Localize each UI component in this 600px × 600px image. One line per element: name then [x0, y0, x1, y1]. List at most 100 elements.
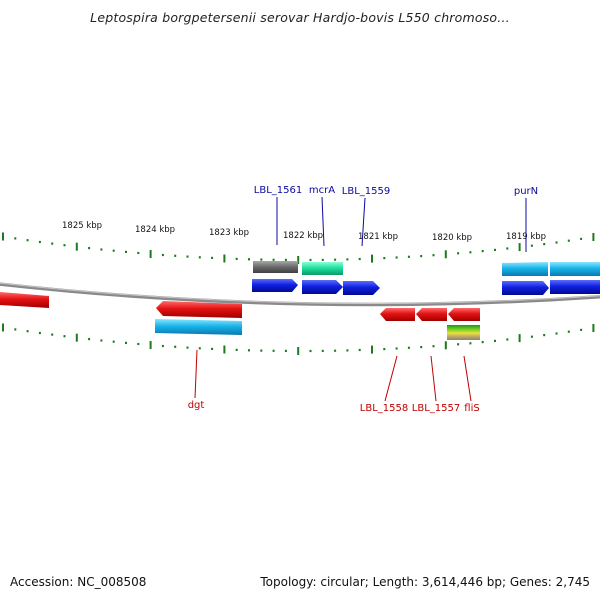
topology-text: Topology: circular; Length: 3,614,446 bp… — [260, 575, 590, 589]
scale-bottom-tick — [530, 335, 533, 338]
gene-feature-red-1557[interactable] — [416, 308, 447, 321]
gene-feature-cyan-upper-right-2[interactable] — [550, 262, 600, 276]
scale-bottom-tick — [346, 349, 349, 352]
scale-bottom-tick — [211, 347, 214, 350]
scale-bottom-tick — [272, 349, 275, 352]
scale-top-tick — [198, 256, 201, 259]
scale-top-tick — [137, 251, 140, 255]
gene-label-mcra[interactable]: mcrA — [309, 185, 335, 196]
scale-top-tick — [112, 249, 115, 252]
scale-top-tick — [14, 237, 17, 240]
gene-label-flis[interactable]: fliS — [464, 403, 479, 414]
scale-top-tick — [100, 248, 103, 251]
scale-top-tick — [297, 256, 300, 264]
scale-top-tick — [75, 242, 78, 251]
scale-top-tick — [567, 239, 570, 242]
scale-top-tick — [248, 258, 250, 261]
scale-bottom-tick — [395, 347, 398, 350]
gene-feature-teal[interactable] — [302, 262, 343, 275]
scale-top-tick — [309, 258, 312, 262]
gene-feature-cyan-dgt[interactable] — [155, 319, 242, 335]
scale-top-tick — [211, 256, 214, 259]
scale-bottom-tick — [334, 349, 337, 352]
scale-top-tick — [555, 241, 558, 244]
gene-feature-red-left[interactable] — [0, 292, 49, 308]
chromosome-backbone — [0, 282, 600, 307]
scale-bottom-tick — [186, 346, 189, 349]
scale-bottom-tick — [518, 334, 521, 343]
scale-bottom-tick — [63, 335, 66, 338]
scale-bottom-tick — [432, 345, 435, 348]
scale-top-tick — [161, 253, 164, 257]
scale-ticks-bottom — [2, 323, 595, 355]
top-gene-labels: LBL_1561 mcrA LBL_1559 purN — [254, 185, 538, 252]
scale-bottom-tick — [494, 339, 496, 342]
gene-feature-blue-1559[interactable] — [343, 281, 380, 295]
lower-gene-features — [0, 292, 480, 340]
scale-bottom-tick — [26, 330, 29, 333]
scale-top-tick — [38, 240, 41, 244]
gene-feature-blue-mcra[interactable] — [302, 280, 343, 294]
gene-feature-striped[interactable] — [447, 325, 480, 340]
upper-gene-features — [252, 261, 600, 295]
scale-bottom-tick — [51, 333, 54, 336]
gene-label-purn[interactable]: purN — [514, 186, 538, 197]
accession-text: Accession: NC_008508 — [10, 575, 147, 589]
scale-bottom-tick — [457, 343, 460, 346]
gene-label-lbl-1561[interactable]: LBL_1561 — [254, 185, 302, 196]
scale-bottom-tick — [371, 345, 373, 354]
scale-bottom-tick — [481, 341, 484, 344]
scale-top-tick — [530, 244, 533, 247]
gene-label-lbl-1559[interactable]: LBL_1559 — [342, 186, 390, 197]
scale-bottom-tick — [580, 328, 583, 331]
scale-top-tick — [125, 250, 127, 253]
gene-feature-cyan-upper-right[interactable] — [502, 262, 548, 276]
scale-top-tick — [592, 233, 595, 241]
scale-bottom-tick — [469, 342, 472, 345]
gene-feature-red-1558[interactable] — [380, 308, 415, 321]
scale-bottom-tick — [420, 346, 423, 349]
gene-label-dgt[interactable]: dgt — [188, 400, 205, 411]
gene-feature-blue-1561[interactable] — [252, 279, 298, 292]
scale-bottom-tick — [38, 331, 41, 335]
scale-top-tick — [272, 258, 275, 261]
scale-bottom-tick — [2, 323, 4, 332]
scale-top-tick — [469, 251, 472, 254]
scale-bottom-tick — [112, 340, 115, 343]
gene-feature-blue-right[interactable] — [550, 280, 600, 294]
gene-feature-red-flis[interactable] — [448, 308, 480, 321]
scale-top-tick — [543, 243, 546, 246]
scale-label-1820: 1820 kbp — [432, 233, 472, 243]
scale-top-tick — [371, 254, 373, 263]
leader-line-mcra — [321, 196, 325, 247]
scale-bottom-tick — [309, 349, 312, 353]
scale-bottom-tick — [75, 333, 78, 342]
gene-feature-blue-purn[interactable] — [502, 281, 549, 295]
scale-top-tick — [457, 252, 460, 255]
scale-top-tick — [88, 247, 91, 250]
scale-top-tick — [444, 250, 447, 259]
scale-bottom-tick — [407, 346, 410, 349]
scale-top-tick — [284, 258, 287, 261]
gene-label-lbl-1558[interactable]: LBL_1558 — [360, 403, 408, 414]
leader-line-lbl-1557 — [430, 355, 437, 402]
scale-top-tick — [223, 254, 226, 263]
scale-bottom-tick — [555, 332, 558, 335]
scale-bottom-tick — [592, 324, 595, 332]
scale-bottom-tick — [174, 345, 177, 348]
gene-label-lbl-1557[interactable]: LBL_1557 — [412, 403, 460, 414]
scale-top-tick — [494, 248, 496, 251]
leader-line-lbl-1558 — [384, 355, 398, 402]
scale-bottom-tick — [297, 347, 300, 355]
gene-feature-gray[interactable] — [253, 261, 298, 273]
scale-bottom-tick — [284, 349, 287, 352]
scale-top-tick — [407, 255, 410, 258]
scale-bottom-tick — [543, 334, 546, 337]
scale-bottom-tick — [567, 330, 570, 333]
gene-feature-red-dgt[interactable] — [156, 301, 242, 318]
scale-bottom-tick — [125, 341, 127, 344]
scale-bottom-tick — [198, 347, 201, 350]
scale-label-1823: 1823 kbp — [209, 228, 249, 238]
scale-top-tick — [346, 258, 349, 261]
